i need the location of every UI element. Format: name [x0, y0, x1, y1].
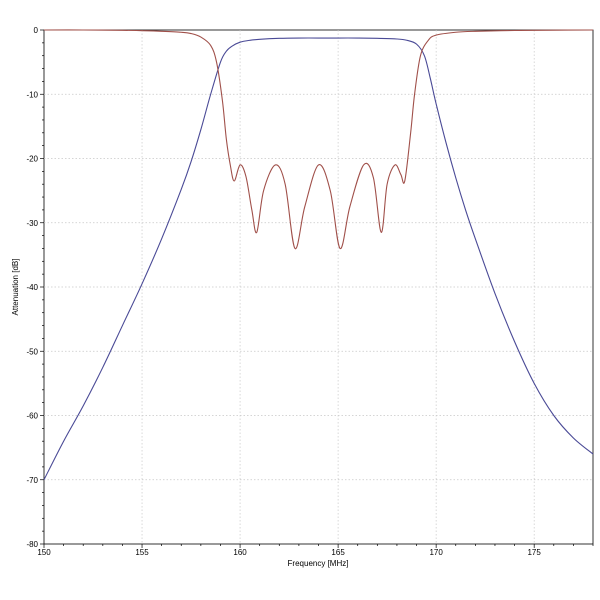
tick-marks [40, 29, 594, 548]
y-tick-label: -20 [26, 155, 38, 164]
y-tick-label: -50 [26, 347, 38, 356]
y-tick-labels: 0 -10 -20 -30 -40 -50 -60 -70 -80 [26, 26, 38, 549]
x-axis-label: Frequency [MHz] [288, 559, 349, 568]
y-tick-label: -70 [26, 476, 38, 485]
y-tick-label: -30 [26, 219, 38, 228]
y-tick-label: -10 [26, 90, 38, 99]
x-tick-label: 155 [135, 548, 149, 557]
x-tick-labels: 150 155 160 165 170 175 [37, 548, 541, 557]
y-tick-label: -60 [26, 412, 38, 421]
x-tick-label: 165 [331, 548, 345, 557]
x-tick-label: 150 [37, 548, 51, 557]
y-tick-label: -80 [26, 540, 38, 549]
y-tick-label: 0 [34, 26, 39, 35]
x-tick-label: 175 [527, 548, 541, 557]
x-tick-label: 170 [429, 548, 443, 557]
transmission-curve [43, 37, 594, 480]
reflection-curve [43, 29, 594, 250]
grid [44, 30, 593, 544]
y-axis-label: Attenuation [dB] [11, 259, 20, 316]
y-tick-label: -40 [26, 283, 38, 292]
x-tick-label: 160 [233, 548, 247, 557]
series-lines [43, 29, 594, 480]
